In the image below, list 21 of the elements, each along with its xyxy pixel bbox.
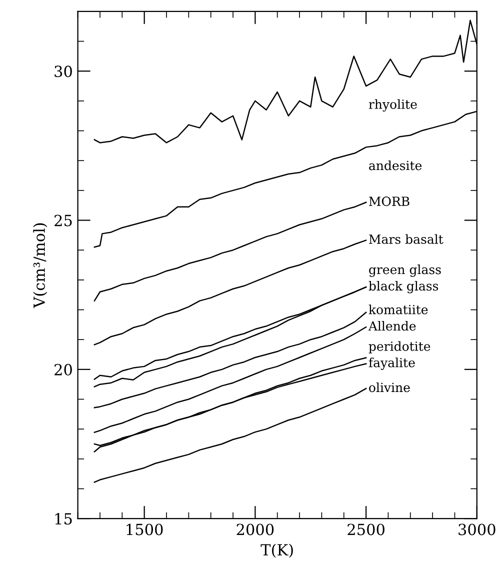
series-label: Mars basalt [369, 234, 444, 244]
x-tick-label: 3000 [458, 524, 496, 536]
y-tick-label: 20 [54, 364, 72, 376]
y-tick-label: 15 [55, 513, 72, 525]
series-label: fayalite [368, 358, 415, 370]
x-tick-label: 1500 [126, 524, 163, 536]
series-label: andesite [369, 160, 422, 170]
series-label: black glass [368, 280, 438, 294]
series-label: green glass [369, 264, 441, 277]
series-label: Allende [368, 321, 416, 331]
x-tick-label: 2000 [236, 524, 274, 536]
series-label: peridotite [368, 341, 430, 354]
x-axis-title: T(K) [260, 544, 293, 558]
x-tick-label: 2500 [348, 524, 384, 536]
y-tick-label: 25 [54, 214, 72, 226]
series-label: olivine [369, 382, 410, 392]
series-label: rhyolite [368, 99, 417, 112]
y-axis-title: V(cm³/mol) [33, 223, 48, 308]
series-label: MORB [369, 196, 410, 206]
series-label: komatiite [368, 304, 428, 314]
y-tick-label: 30 [54, 66, 72, 78]
